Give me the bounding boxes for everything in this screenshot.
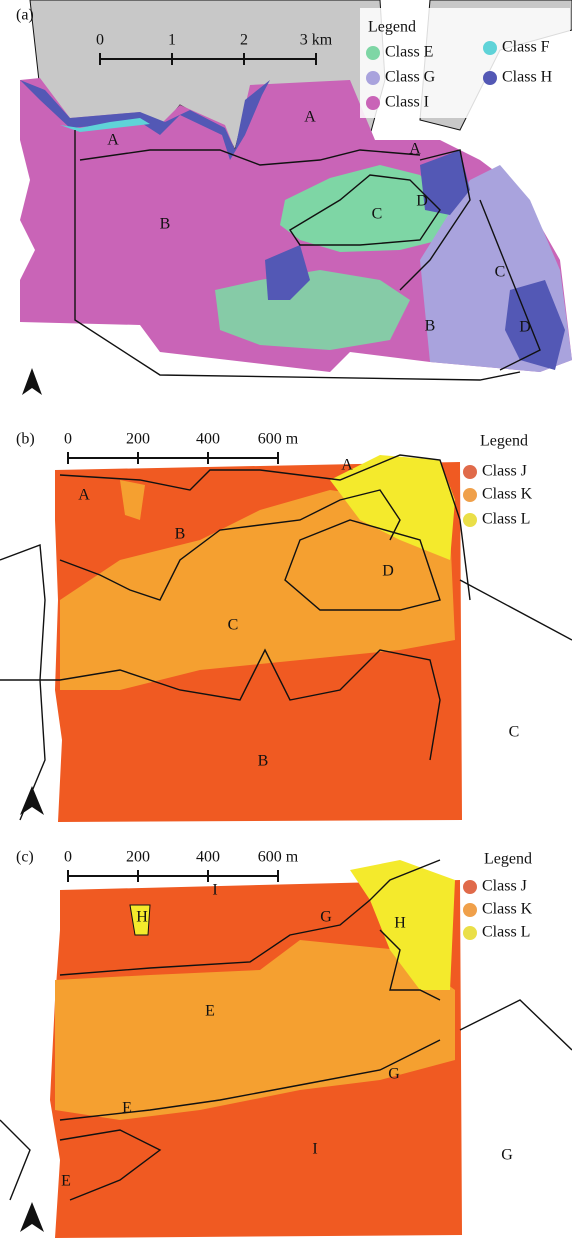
region-label: G <box>320 909 332 926</box>
region-label: C <box>509 724 520 741</box>
scale-label: 600 m <box>258 849 299 866</box>
region-label: B <box>160 216 171 233</box>
scale-label: 3 km <box>300 32 333 49</box>
legend-title: Legend <box>480 433 528 450</box>
region-label: E <box>61 1173 71 1190</box>
legend-label: Class F <box>502 39 550 56</box>
region-label: I <box>212 882 217 899</box>
region-label: A <box>409 141 421 158</box>
panel-a-map <box>0 0 572 405</box>
scale-label: 2 <box>240 32 248 49</box>
region-label: B <box>258 753 269 770</box>
legend-swatch <box>483 41 497 55</box>
region-label: C <box>495 264 506 281</box>
region-label: E <box>122 1100 132 1117</box>
region-label: A <box>78 487 90 504</box>
legend-title: Legend <box>368 19 416 36</box>
legend-title: Legend <box>484 851 532 868</box>
scale-label: 400 <box>196 849 220 866</box>
north-arrows <box>20 368 44 1232</box>
region-label: H <box>136 909 148 926</box>
region-label: I <box>312 1141 317 1158</box>
scale-label: 200 <box>126 849 150 866</box>
scale-label: 0 <box>96 32 104 49</box>
region-label: C <box>372 206 383 223</box>
legend-label: Class L <box>482 924 530 941</box>
legend-swatch <box>483 71 497 85</box>
legend-label: Class J <box>482 463 527 480</box>
region-label: D <box>382 563 394 580</box>
legend-label: Class G <box>385 69 436 86</box>
legend-swatch <box>463 465 477 479</box>
region-label: D <box>519 319 531 336</box>
scale-label: 0 <box>64 849 72 866</box>
scale-label: 0 <box>64 431 72 448</box>
legend-swatch <box>463 488 477 502</box>
scale-label: 1 <box>168 32 176 49</box>
region-label: A <box>107 132 119 149</box>
legend-label: Class L <box>482 511 530 528</box>
legend-label: Class E <box>385 44 433 61</box>
legend-label: Class K <box>482 486 533 503</box>
scale-label: 600 m <box>258 431 299 448</box>
figure: (a) 0 1 2 3 km Legend Class E Class F Class G Cla… <box>0 0 572 1239</box>
region-label: H <box>394 915 406 932</box>
legend-label: Class K <box>482 901 533 918</box>
region-label: E <box>205 1003 215 1020</box>
region-label: G <box>388 1066 400 1083</box>
legend-swatch <box>463 903 477 917</box>
scale-label: 200 <box>126 431 150 448</box>
legend-swatch <box>366 46 380 60</box>
legend-label: Class I <box>385 94 429 111</box>
legend-label: Class J <box>482 878 527 895</box>
legend-swatch <box>366 71 380 85</box>
region-label: G <box>501 1147 513 1164</box>
legend-label: Class H <box>502 69 553 86</box>
legend-swatch <box>463 513 477 527</box>
legend-swatch <box>366 96 380 110</box>
panel-label: (c) <box>16 849 34 866</box>
legend-swatch <box>463 926 477 940</box>
region-label: A <box>304 109 316 126</box>
legend-swatch <box>463 880 477 894</box>
region-label: B <box>175 526 186 543</box>
region-label: B <box>425 318 436 335</box>
panel-label: (b) <box>16 431 35 448</box>
region-label: C <box>228 617 239 634</box>
scale-label: 400 <box>196 431 220 448</box>
panel-label: (a) <box>16 7 34 24</box>
region-label: A <box>341 457 353 474</box>
region-label: D <box>416 193 428 210</box>
